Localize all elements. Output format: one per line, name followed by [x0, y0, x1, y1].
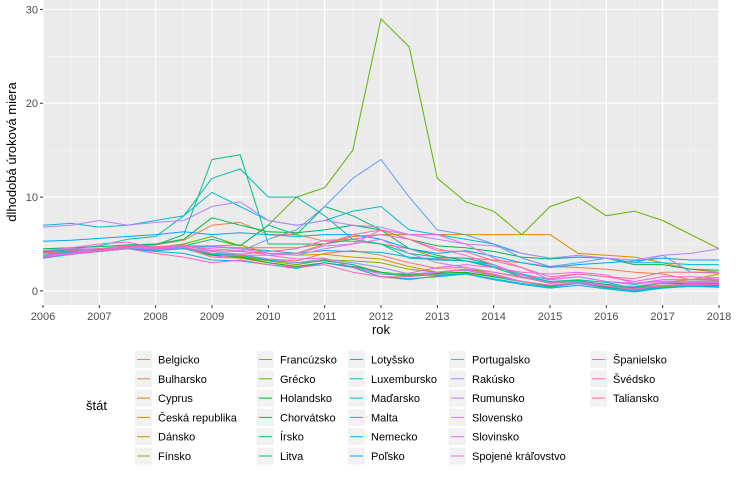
- y-tick-label: 10: [26, 192, 38, 204]
- legend-label: Portugalsko: [472, 355, 530, 367]
- x-tick-label: 2010: [256, 311, 280, 323]
- legend-label: Fínsko: [158, 451, 191, 463]
- legend-label: Nemecko: [371, 432, 417, 444]
- x-axis-title: rok: [372, 322, 391, 337]
- legend-label: Malta: [371, 412, 399, 424]
- legend-label: Slovensko: [472, 412, 523, 424]
- series-layer: [42, 18, 720, 293]
- series-line: [42, 201, 720, 261]
- legend-label: Rakúsko: [472, 374, 515, 386]
- legend-label: Cyprus: [158, 393, 193, 405]
- legend-label: Česká republika: [158, 411, 238, 424]
- x-tick-label: 2006: [31, 311, 55, 323]
- y-tick-label: 20: [26, 98, 38, 110]
- legend-label: Švédsko: [613, 373, 655, 386]
- legend-label: Írsko: [280, 431, 304, 444]
- series-line: [42, 248, 719, 290]
- y-tick-label: 30: [26, 4, 38, 16]
- legend-label: Taliansko: [613, 393, 659, 405]
- x-tick-label: 2009: [200, 311, 224, 323]
- legend-title: štát: [86, 398, 107, 413]
- legend-label: Rumunsko: [472, 393, 525, 405]
- legend-label: Slovinsko: [472, 432, 519, 444]
- series-line: [42, 168, 719, 289]
- legend-label: Lotyšsko: [371, 355, 414, 367]
- legend-label: Španielsko: [613, 354, 667, 367]
- legend-label: Francúzsko: [280, 355, 337, 367]
- x-tick-label: 2017: [650, 311, 674, 323]
- x-tick-label: 2007: [87, 311, 111, 323]
- legend-label: Chorvátsko: [280, 412, 336, 424]
- y-tick-label: 0: [32, 286, 38, 298]
- legend-label: Belgicko: [158, 355, 200, 367]
- x-tick-label: 2016: [594, 311, 618, 323]
- legend-label: Poľsko: [371, 451, 405, 463]
- x-tick-label: 2008: [143, 311, 167, 323]
- x-tick-label: 2014: [481, 311, 505, 323]
- legend-label: Grécko: [280, 374, 315, 386]
- series-line: [42, 241, 720, 284]
- grid-layer: [42, 0, 720, 305]
- x-tick-label: 2018: [707, 311, 731, 323]
- x-tick-label: 2015: [538, 311, 562, 323]
- x-tick-label: 2011: [313, 311, 337, 323]
- y-axis-title: dlhodobá úroková miera: [4, 81, 19, 221]
- legend-label: Spojené kráľovstvo: [472, 451, 566, 463]
- legend-label: Holandsko: [280, 393, 332, 405]
- series-line: [42, 229, 719, 280]
- x-tick-label: 2012: [369, 311, 393, 323]
- axis-layer: 2006 2007 2008 2009 2010 2011 2012 2013 2014 2015…: [26, 4, 731, 323]
- legend-label: Litva: [280, 451, 304, 463]
- legend-label: Luxembursko: [371, 374, 437, 386]
- legend: štát Belgicko Bulharsko Cyprus Česká republ…: [86, 351, 667, 465]
- x-tick-label: 2013: [425, 311, 449, 323]
- legend-label: Bulharsko: [158, 374, 207, 386]
- legend-label: Dánsko: [158, 432, 195, 444]
- legend-label: Maďarsko: [371, 393, 420, 405]
